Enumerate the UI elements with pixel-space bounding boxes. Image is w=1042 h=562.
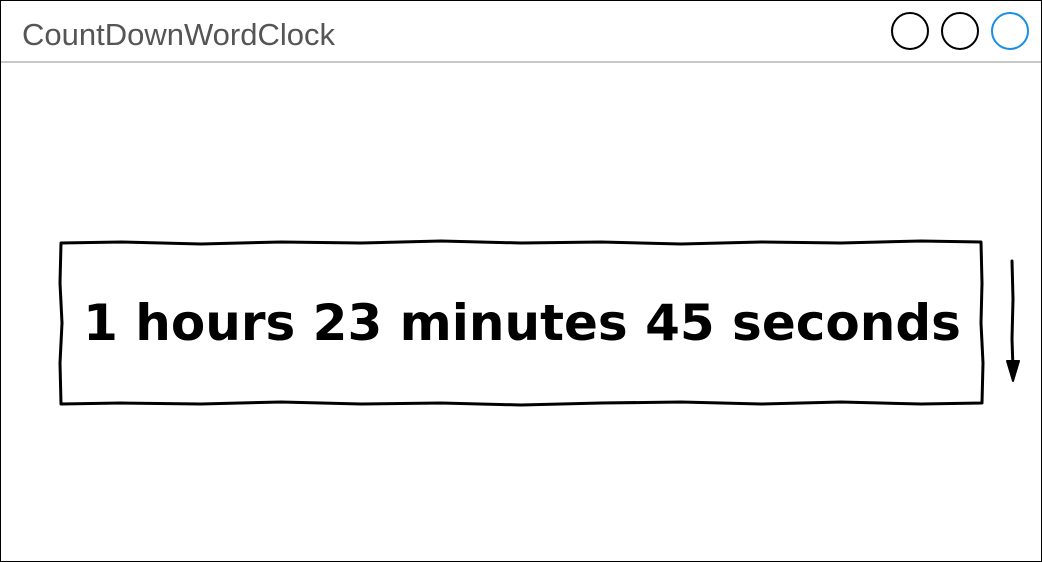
window-button-3[interactable] xyxy=(991,12,1029,50)
countdown-box xyxy=(58,239,985,407)
arrow-down-icon[interactable] xyxy=(1001,259,1025,389)
window-button-1[interactable] xyxy=(891,12,929,50)
window-title: CountDownWordClock xyxy=(22,17,335,52)
countdown-display: 1 hours 23 minutes 45 seconds xyxy=(83,294,961,352)
window-button-2[interactable] xyxy=(941,12,979,50)
content-area: 1 hours 23 minutes 45 seconds xyxy=(1,63,1041,561)
title-bar: CountDownWordClock xyxy=(1,1,1041,63)
